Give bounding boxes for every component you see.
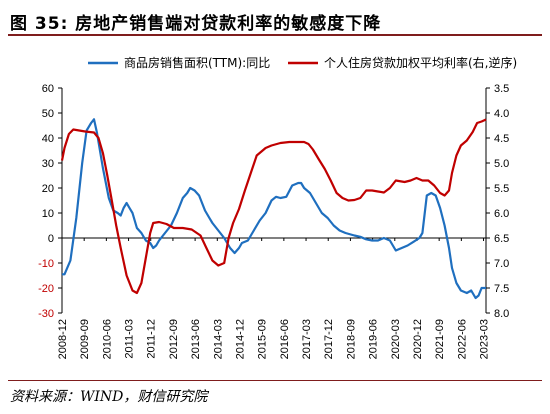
left-tick-label: 10 (42, 208, 54, 220)
left-tick-label: 30 (42, 158, 54, 170)
right-tick-label: 5.5 (494, 183, 509, 195)
x-tick-label: 2017-12 (323, 319, 335, 359)
x-tick-label: 2012-09 (168, 319, 180, 359)
x-tick-label: 2020-03 (390, 319, 402, 359)
x-tick-label: 2021-09 (434, 319, 446, 359)
source-note: 资料来源：WIND，财信研究院 (10, 389, 208, 405)
left-tick-label: -20 (38, 283, 54, 295)
right-tick-label: 6.5 (494, 233, 509, 245)
right-tick-label: 6.0 (494, 208, 509, 220)
x-tick-label: 2018-09 (345, 319, 357, 359)
x-tick-label: 2023-03 (479, 319, 491, 359)
right-tick-label: 4.0 (494, 108, 509, 120)
figure-title: 图 35: 房地产销售端对贷款利率的敏感度下降 (10, 14, 382, 34)
title-divider (8, 34, 542, 36)
right-tick-label: 3.5 (494, 83, 509, 95)
left-tick-label: 20 (42, 183, 54, 195)
right-tick-label: 7.0 (494, 258, 509, 270)
series-layer (60, 118, 487, 300)
left-tick-label: -30 (38, 308, 54, 320)
x-tick-label: 2008-12 (57, 319, 69, 359)
x-tick-label: 2014-12 (234, 319, 246, 359)
series-line-sales-yoy (62, 118, 486, 300)
right-tick-label: 4.5 (494, 133, 509, 145)
legend: 商品房销售面积(TTM):同比 个人住房贷款加权平均利率(右,逆序) (88, 55, 517, 70)
legend-sales-yoy-label: 商品房销售面积(TTM):同比 (124, 55, 270, 70)
left-tick-label: 40 (42, 133, 54, 145)
x-tick-label: 2020-12 (412, 319, 424, 359)
x-tick-label: 2015-09 (257, 319, 269, 359)
axes: -30 -20 -10 0 10 20 30 40 50 60 3.5 4.0 4.5 5.0 5.5 6.0… (38, 83, 509, 359)
x-tick-label: 2017-03 (301, 319, 313, 359)
left-tick-label: 60 (42, 83, 54, 95)
x-tick-label: 2019-06 (368, 319, 380, 359)
x-tick-label: 2011-03 (124, 319, 136, 359)
x-tick-label: 2009-09 (79, 319, 91, 359)
series-line-mortgage-rate (60, 118, 487, 295)
source-divider (8, 380, 542, 381)
right-tick-label: 7.5 (494, 283, 509, 295)
right-tick-label: 8.0 (494, 308, 509, 320)
left-tick-label: 0 (48, 233, 54, 245)
right-tick-label: 5.0 (494, 158, 509, 170)
x-tick-label: 2011-12 (146, 319, 158, 359)
x-tick-label: 2022-06 (456, 319, 468, 359)
left-tick-label: -10 (38, 258, 54, 270)
x-tick-label: 2010-06 (101, 319, 113, 359)
x-tick-label: 2013-06 (190, 319, 202, 359)
x-tick-label: 2014-03 (212, 319, 224, 359)
legend-mortgage-rate-label: 个人住房贷款加权平均利率(右,逆序) (324, 55, 517, 70)
left-tick-label: 50 (42, 108, 54, 120)
x-tick-label: 2016-06 (279, 319, 291, 359)
